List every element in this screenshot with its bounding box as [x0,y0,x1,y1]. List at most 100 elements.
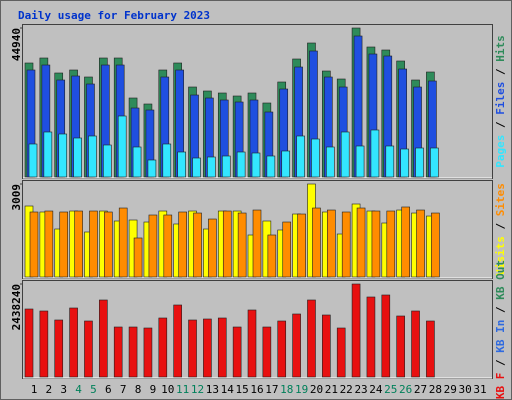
x-tick-label: 24 [369,383,383,396]
bar [341,211,351,278]
x-tick-label: 2 [46,383,53,396]
bar [426,320,435,378]
bar [132,146,142,178]
bar [24,308,34,378]
bar [58,133,68,178]
legend-entry: Hits [494,35,507,62]
bar [237,212,247,278]
bar [173,304,182,378]
panel [22,280,493,379]
bar [178,211,187,278]
legend-separator: / [494,300,507,320]
x-tick-label: 19 [295,383,308,396]
bar [411,310,420,378]
bar [396,315,405,378]
bar [222,210,232,278]
y-tick-label: 3009 [10,184,23,211]
x-tick-label: 25 [384,383,397,396]
bar [252,209,262,278]
x-tick-label: 31 [473,383,486,396]
bar [203,318,212,378]
bar [104,211,113,278]
bar [74,210,83,278]
x-tick-label: 17 [265,383,278,396]
bar [99,299,108,378]
legend: Pages / Files / Hits [494,35,507,168]
y-tick-label: 44940 [10,28,23,61]
legend-entry: Pages [494,135,507,168]
legend-separator: / [494,115,507,135]
bar [262,326,272,378]
bar [69,307,78,378]
bar [351,283,361,378]
bar [251,152,261,178]
legend-entry: KB F [494,373,507,400]
bar [356,207,366,278]
bar [103,144,112,178]
y-tick-label: 2438240 [10,284,23,330]
bar [296,135,305,178]
bar [297,213,306,278]
bar [208,218,217,278]
legend-separator: / [494,62,507,82]
legend-entry: Visits [494,236,507,276]
bar [143,327,153,378]
x-tick-label: 27 [414,383,427,396]
legend: KB F / KB In / KB Out [494,260,507,399]
bar [118,207,128,278]
x-tick-label: 15 [236,383,249,396]
bar [430,147,439,178]
bar [158,317,168,378]
bar [28,143,38,178]
x-tick-label: 26 [399,383,412,396]
bar [282,221,292,278]
bar [117,115,127,178]
bar [322,314,331,378]
bar [232,326,242,378]
bar [307,299,316,378]
bar [327,209,336,278]
bar [192,157,201,178]
x-tick-label: 16 [250,383,263,396]
x-tick-label: 8 [135,383,142,396]
x-tick-label: 1 [31,383,38,396]
bar [177,151,186,178]
bar [266,155,276,178]
bar [311,138,320,178]
bar [340,131,350,178]
bar [217,317,227,378]
x-tick-label: 14 [221,383,235,396]
bar [370,129,380,178]
bar [385,145,395,178]
legend-separator: / [494,353,507,373]
bar [221,155,231,178]
bar [29,211,39,278]
bar [163,214,173,278]
x-tick-label: 30 [459,383,472,396]
bar [236,151,246,178]
legend: Visits / Sites [494,183,507,276]
bar [400,148,409,178]
x-tick-label: 13 [206,383,219,396]
x-tick-label: 28 [429,383,442,396]
x-tick-label: 22 [340,383,353,396]
bar [44,210,54,278]
x-tick-label: 11 [176,383,189,396]
x-tick-label: 4 [75,383,82,396]
bar [326,146,335,178]
x-tick-label: 29 [444,383,457,396]
x-tick-label: 18 [280,383,293,396]
bar [84,320,93,378]
x-tick-label: 10 [161,383,174,396]
bar [188,319,197,378]
chart-title: Daily usage for February 2023 [18,9,210,22]
bar [371,210,381,278]
legend-entry: Sites [494,183,507,216]
bar [43,131,53,178]
bar [355,145,365,178]
bar [193,212,202,278]
bar [366,296,376,378]
x-tick-label: 20 [310,383,323,396]
bar [312,207,321,278]
